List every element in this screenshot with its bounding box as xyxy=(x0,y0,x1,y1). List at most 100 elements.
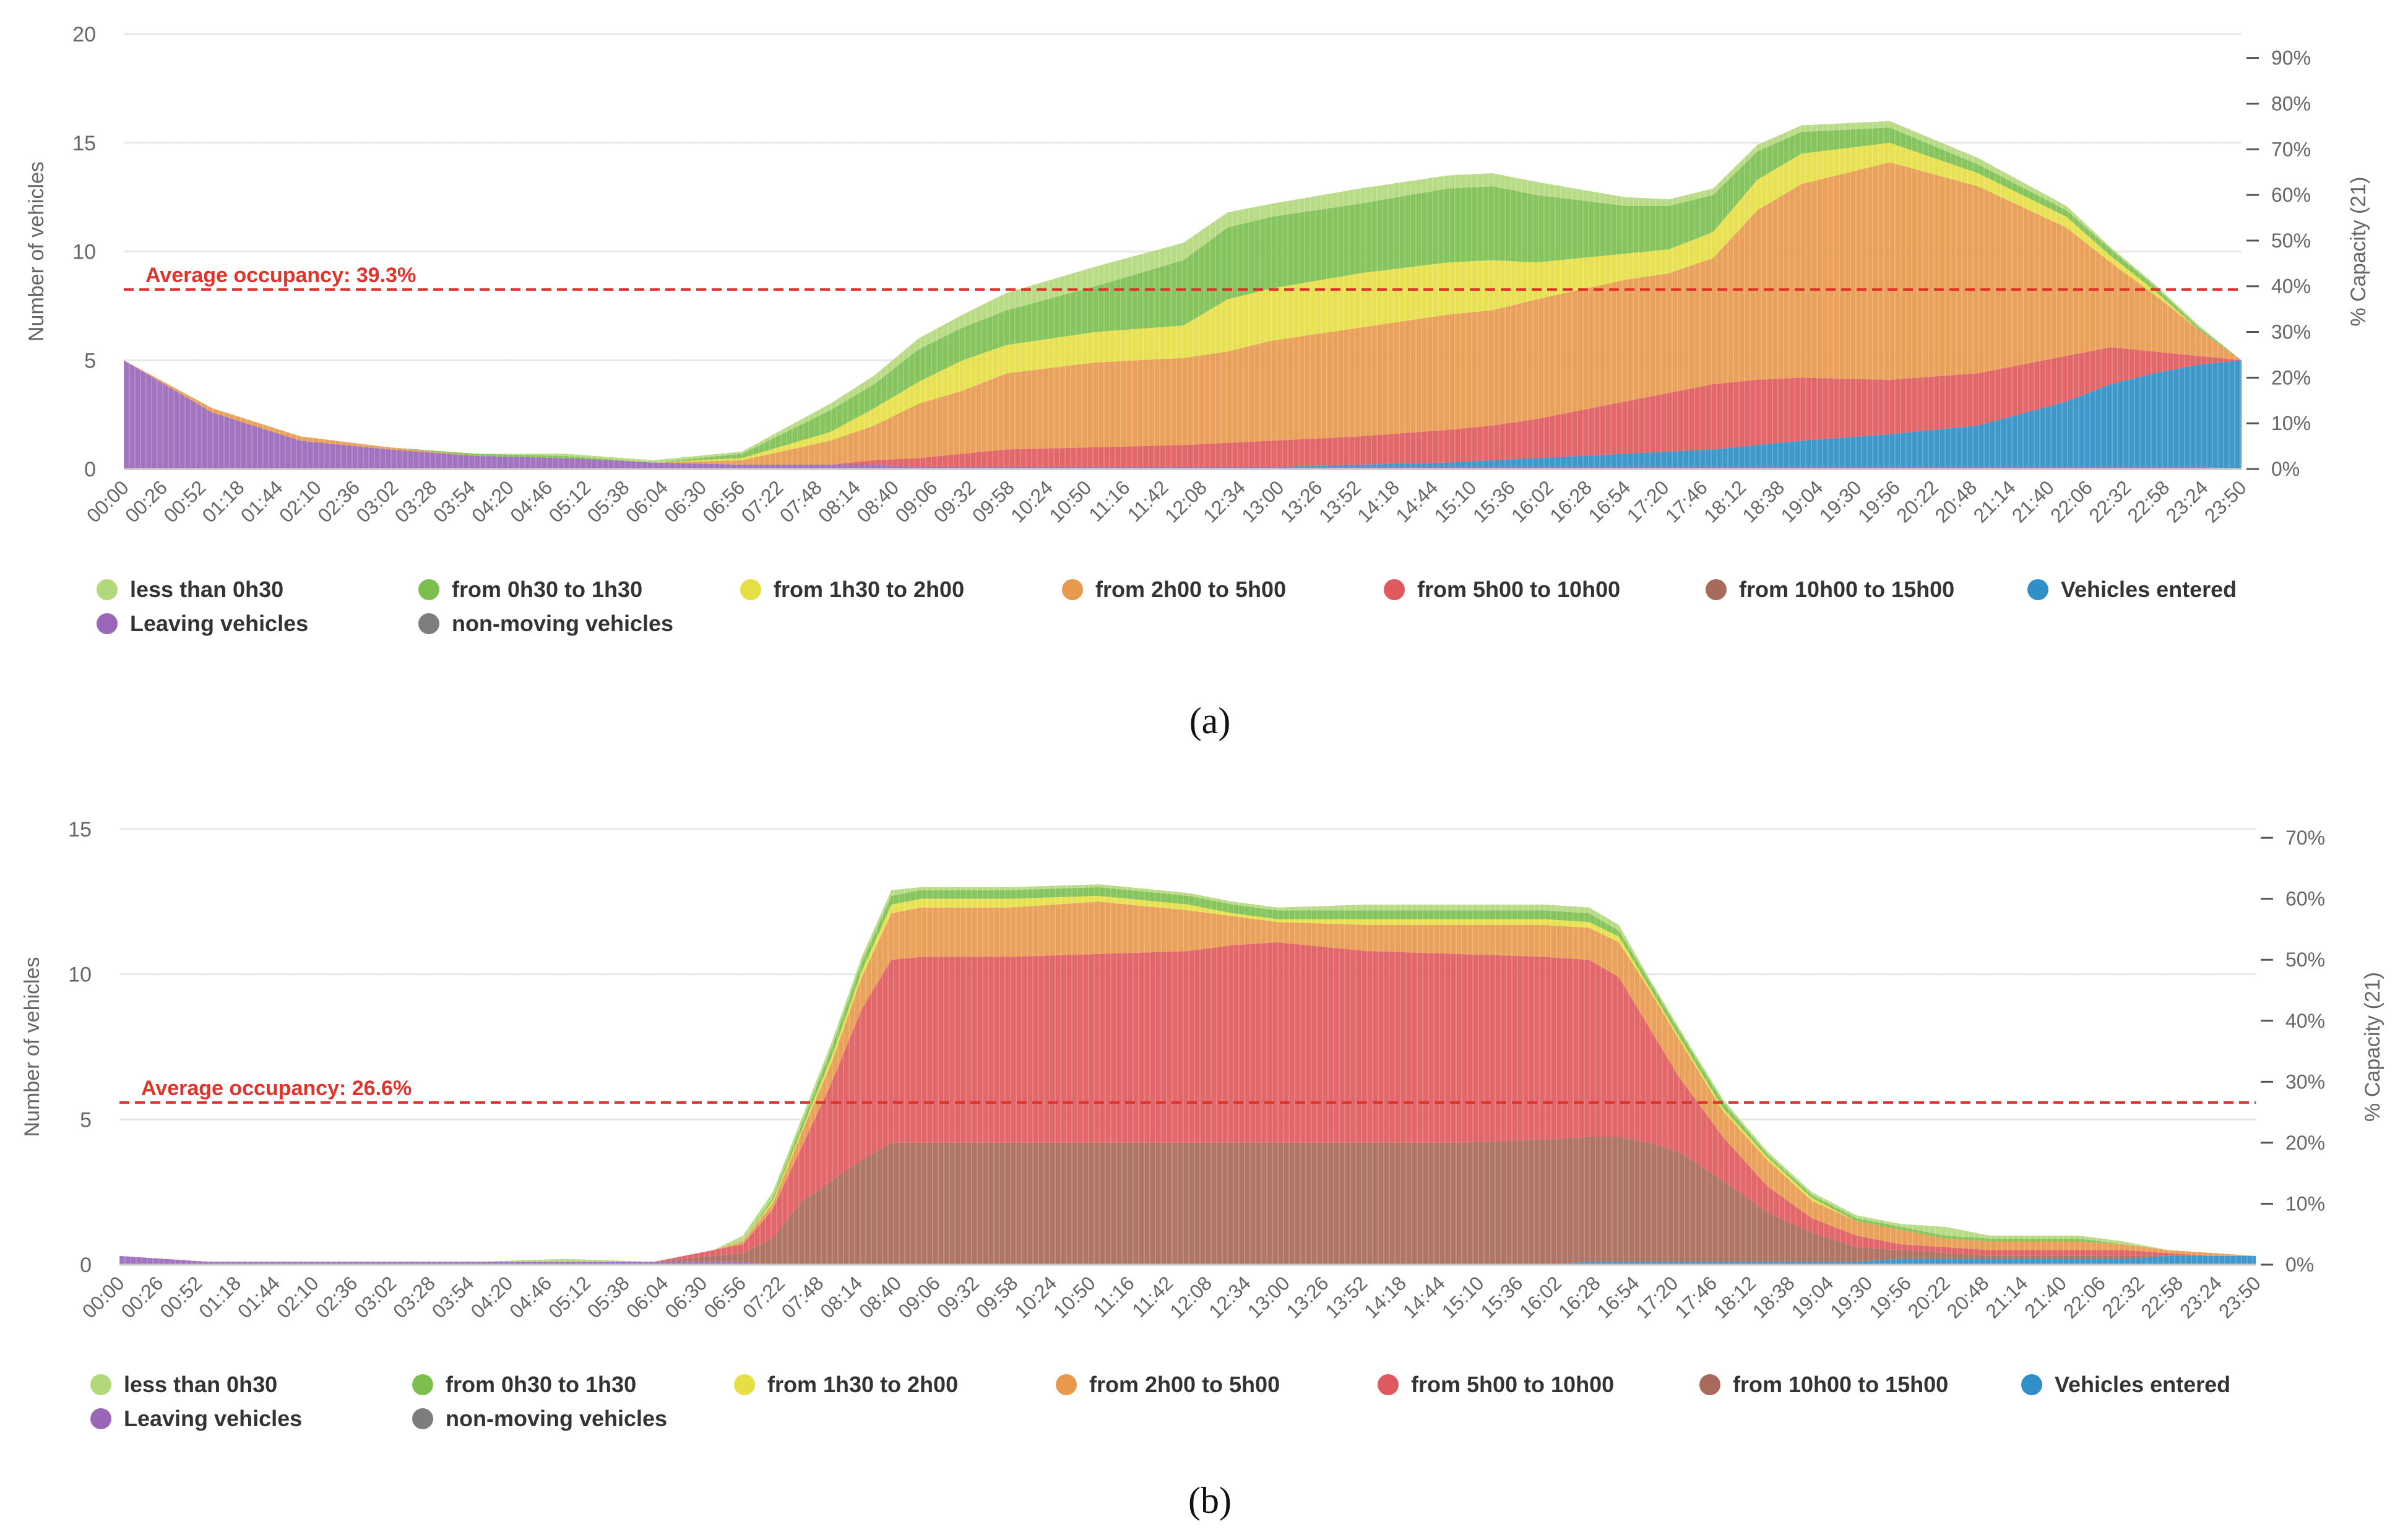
x-tick-label: 14:44 xyxy=(1399,1271,1449,1322)
y2-axis-title: % Capacity (21) xyxy=(2361,972,2384,1122)
y-tick-label: 5 xyxy=(80,1108,92,1132)
x-tick-label: 11:16 xyxy=(1089,1271,1138,1321)
legend-marker xyxy=(1699,1374,1720,1395)
y-tick-label: 0 xyxy=(80,1254,92,1277)
x-tick-label: 19:56 xyxy=(1865,1271,1915,1322)
x-tick-label: 08:40 xyxy=(852,476,903,527)
legend-item-non-moving-vehicles[interactable]: non-moving vehicles xyxy=(412,1406,667,1431)
legend-item-from-1h30-to-2h00[interactable]: from 1h30 to 2h00 xyxy=(740,577,964,602)
legend-marker xyxy=(412,1374,433,1395)
x-tick-label: 02:36 xyxy=(313,476,364,527)
legend-label: Leaving vehicles xyxy=(124,1406,302,1431)
x-tick-label: 08:14 xyxy=(816,1271,866,1322)
x-tick-label: 13:52 xyxy=(1321,1271,1371,1322)
x-tick-label: 10:24 xyxy=(1006,476,1057,527)
x-tick-label: 06:04 xyxy=(621,476,672,527)
legend-label: Leaving vehicles xyxy=(130,611,308,636)
legend-item-less-than-0h30[interactable]: less than 0h30 xyxy=(97,577,283,602)
legend-label: less than 0h30 xyxy=(124,1372,277,1397)
legend-label: Vehicles entered xyxy=(2055,1372,2230,1397)
x-tick-label: 16:54 xyxy=(1584,476,1634,527)
y2-tick-label: 90% xyxy=(2271,47,2311,69)
legend-label: from 0h30 to 1h30 xyxy=(452,577,642,602)
x-tick-label: 15:36 xyxy=(1469,476,1519,527)
x-tick-label: 21:40 xyxy=(2020,1271,2071,1322)
x-tick-label: 22:32 xyxy=(2084,476,2135,527)
legend-item-from-5h00-to-10h00[interactable]: from 5h00 to 10h00 xyxy=(1384,577,1620,602)
y2-tick-label: 0% xyxy=(2271,458,2300,480)
legend-marker xyxy=(97,579,118,600)
average-occupancy-label: Average occupancy: 39.3% xyxy=(145,264,416,287)
bar-texture xyxy=(123,34,2241,469)
x-tick-label: 12:08 xyxy=(1160,476,1211,527)
x-tick-label: 17:20 xyxy=(1623,476,1673,527)
y2-tick-label: 60% xyxy=(2285,888,2325,910)
area-from-0h30-to-1h30 xyxy=(124,127,2242,463)
legend-item-vehicles-entered[interactable]: Vehicles entered xyxy=(2021,1372,2230,1397)
x-tick-label: 23:50 xyxy=(2200,476,2251,527)
y-axis-title: Number of vehicles xyxy=(20,957,44,1137)
legend-item-non-moving-vehicles[interactable]: non-moving vehicles xyxy=(418,611,673,636)
panel-label: (a) xyxy=(1189,700,1231,741)
x-tick-label: 11:42 xyxy=(1123,476,1172,525)
x-tick-label: 17:20 xyxy=(1631,1271,1682,1322)
x-tick-label: 07:48 xyxy=(777,1271,828,1322)
y2-tick-label: 50% xyxy=(2285,949,2325,971)
x-tick-label: 14:44 xyxy=(1391,476,1442,527)
legend-item-from-2h00-to-5h00[interactable]: from 2h00 to 5h00 xyxy=(1062,577,1286,602)
chart-panel-a: 0 5 10 15 20 0% 10% 20% 30% 40% 50% 60% 70% 80% 90% Num… xyxy=(25,23,2370,741)
x-tick-label: 19:04 xyxy=(1787,1271,1837,1322)
x-tick-label: 08:40 xyxy=(855,1271,905,1322)
x-tick-label: 00:00 xyxy=(82,476,133,527)
x-tick-label: 18:38 xyxy=(1738,476,1789,527)
x-tick-label: 03:28 xyxy=(389,1271,439,1322)
legend-item-from-10h00-to-15h00[interactable]: from 10h00 to 15h00 xyxy=(1699,1372,1948,1397)
x-tick-label: 23:24 xyxy=(2175,1271,2226,1322)
x-tick-label: 01:18 xyxy=(198,476,249,527)
legend-marker xyxy=(90,1408,111,1429)
legend-item-from-2h00-to-5h00[interactable]: from 2h00 to 5h00 xyxy=(1056,1372,1280,1397)
x-tick-label: 13:26 xyxy=(1276,476,1327,527)
legend-item-from-0h30-to-1h30[interactable]: from 0h30 to 1h30 xyxy=(418,577,642,602)
y2-tick-label: 10% xyxy=(2285,1192,2325,1215)
y-tick-label: 15 xyxy=(72,132,96,155)
x-tick-label: 01:44 xyxy=(233,1271,284,1322)
legend-marker xyxy=(1062,579,1083,600)
x-tick-label: 18:12 xyxy=(1699,476,1750,527)
y2-tick-label: 70% xyxy=(2271,138,2311,160)
y2-tick-label: 40% xyxy=(2285,1010,2325,1032)
x-tick-label: 00:26 xyxy=(117,1271,168,1322)
legend-item-leaving-vehicles[interactable]: Leaving vehicles xyxy=(90,1406,302,1431)
y2-tick-label: 70% xyxy=(2285,827,2325,849)
y2-tick-label: 20% xyxy=(2285,1132,2325,1154)
x-tick-label: 07:22 xyxy=(737,476,788,527)
x-tick-label: 15:36 xyxy=(1476,1271,1527,1322)
x-tick-label: 10:24 xyxy=(1010,1271,1061,1322)
average-occupancy-label: Average occupancy: 26.6% xyxy=(141,1077,412,1100)
x-tick-label: 09:58 xyxy=(968,476,1019,527)
x-tick-label: 05:38 xyxy=(583,476,634,527)
legend-item-from-0h30-to-1h30[interactable]: from 0h30 to 1h30 xyxy=(412,1372,636,1397)
x-tick-label: 16:28 xyxy=(1554,1271,1605,1322)
x-tick-label: 04:20 xyxy=(467,1271,517,1322)
legend-label: from 1h30 to 2h00 xyxy=(767,1372,958,1397)
x-tick-label: 11:16 xyxy=(1084,476,1134,525)
x-tick-label: 19:30 xyxy=(1815,476,1866,527)
x-tick-label: 13:52 xyxy=(1314,476,1365,527)
area-leaving-vehicles xyxy=(119,1255,2256,1265)
x-tick-label: 12:08 xyxy=(1165,1271,1216,1322)
y-tick-label: 5 xyxy=(84,349,96,372)
legend-item-less-than-0h30[interactable]: less than 0h30 xyxy=(90,1372,277,1397)
x-tick-label: 05:38 xyxy=(583,1271,634,1322)
legend-item-from-5h00-to-10h00[interactable]: from 5h00 to 10h00 xyxy=(1378,1372,1614,1397)
x-tick-label: 22:06 xyxy=(2059,1271,2110,1322)
x-tick-label: 18:38 xyxy=(1748,1271,1799,1322)
legend-label: from 2h00 to 5h00 xyxy=(1089,1372,1280,1397)
x-tick-label: 15:10 xyxy=(1438,1271,1488,1322)
legend-item-leaving-vehicles[interactable]: Leaving vehicles xyxy=(97,611,308,636)
legend-item-from-1h30-to-2h00[interactable]: from 1h30 to 2h00 xyxy=(734,1372,958,1397)
legend-item-vehicles-entered[interactable]: Vehicles entered xyxy=(2027,577,2237,602)
legend-marker xyxy=(2021,1374,2042,1395)
legend-item-from-10h00-to-15h00[interactable]: from 10h00 to 15h00 xyxy=(1706,577,1954,602)
